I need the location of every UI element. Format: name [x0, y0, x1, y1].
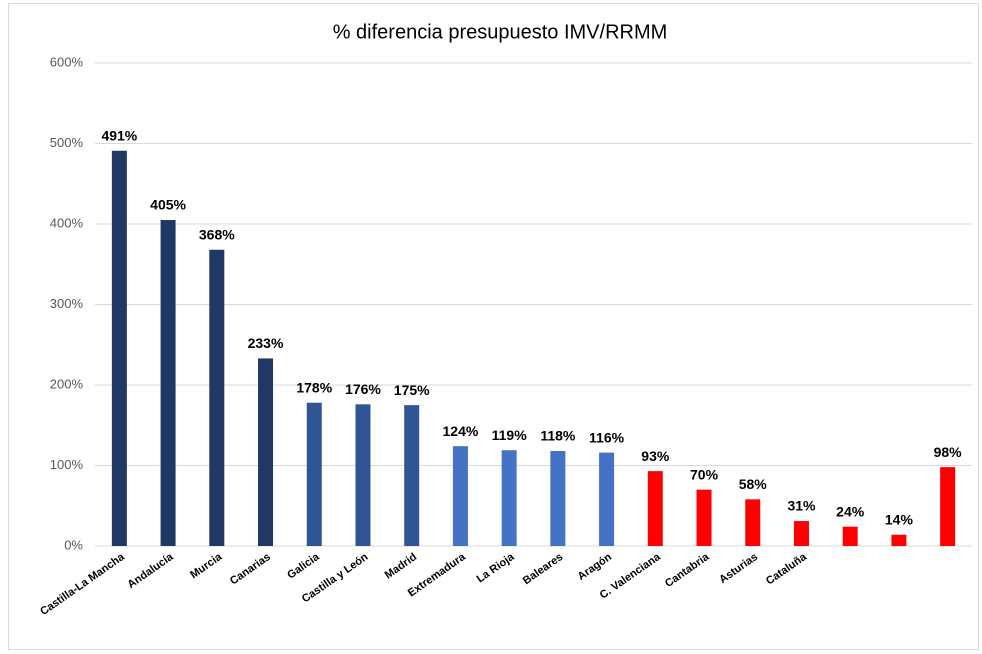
bar	[599, 452, 615, 546]
bar	[111, 150, 127, 546]
data-label: 119%	[492, 427, 528, 443]
bar	[306, 402, 322, 546]
chart-frame	[8, 3, 979, 650]
bar	[891, 534, 907, 546]
y-tick-label: 300%	[50, 296, 84, 311]
data-label: 58%	[739, 476, 768, 492]
y-tick-label: 100%	[50, 457, 84, 472]
bar	[258, 358, 274, 546]
data-label: 116%	[589, 429, 625, 445]
bar	[404, 405, 420, 546]
bar	[745, 499, 761, 546]
y-tick-label: 200%	[50, 376, 84, 391]
bar	[842, 526, 858, 546]
chart-title: % diferencia presupuesto IMV/RRMM	[333, 21, 668, 43]
data-label: 233%	[248, 335, 284, 351]
bar	[940, 467, 956, 546]
y-tick-label: 400%	[50, 215, 84, 230]
data-label: 405%	[150, 197, 186, 213]
data-label: 118%	[540, 428, 576, 444]
data-label: 368%	[199, 226, 235, 242]
data-label: 93%	[641, 448, 670, 464]
bar	[550, 451, 566, 546]
bar	[209, 249, 225, 546]
data-label: 70%	[690, 466, 719, 482]
y-tick-label: 500%	[50, 135, 84, 150]
bar	[452, 446, 468, 546]
data-label: 124%	[443, 423, 479, 439]
bar	[501, 450, 517, 546]
data-label: 31%	[787, 498, 816, 514]
y-tick-label: 600%	[50, 54, 84, 69]
data-label: 14%	[885, 511, 914, 527]
data-label: 178%	[296, 379, 332, 395]
data-label: 491%	[101, 127, 137, 143]
bar	[793, 521, 809, 546]
bar	[160, 219, 176, 546]
data-label: 98%	[934, 444, 963, 460]
bar	[696, 489, 712, 546]
data-label: 24%	[836, 503, 865, 519]
bar	[355, 404, 371, 546]
data-label: 175%	[394, 382, 430, 398]
y-tick-label: 0%	[64, 537, 83, 552]
bar	[647, 471, 663, 546]
data-label: 176%	[345, 381, 381, 397]
